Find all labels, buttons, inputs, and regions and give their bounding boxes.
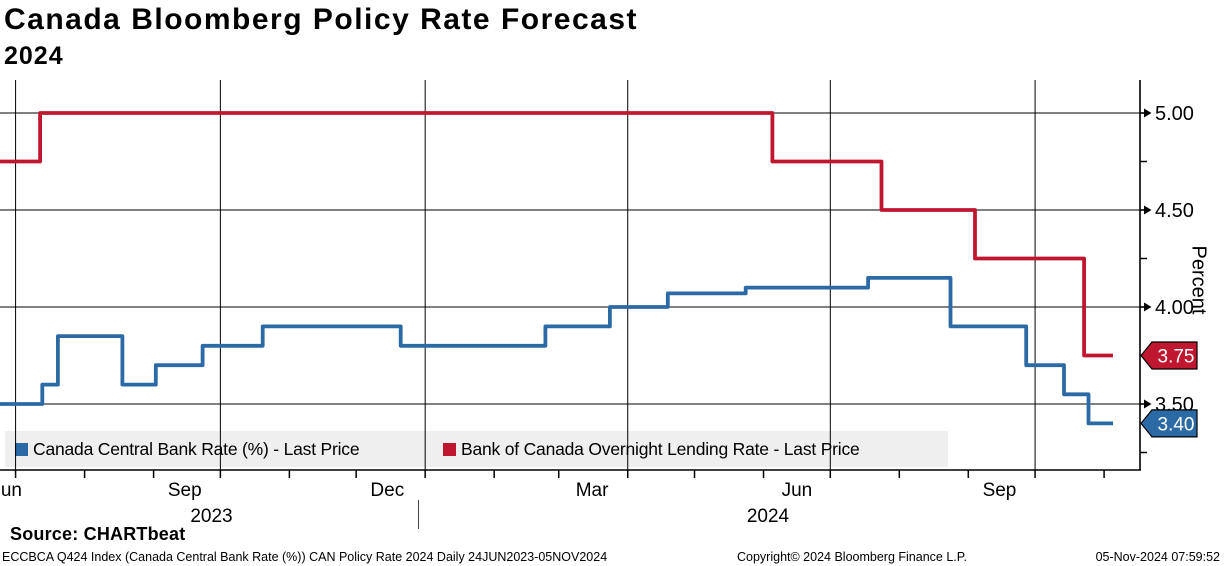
last-price-badge-1 [1140, 341, 1198, 370]
x-axis-labels: Jun Sep Dec Mar Jun Sep 2023 2024 [0, 480, 1016, 529]
x-month-label: Jun [0, 480, 22, 501]
legend-label: Bank of Canada Overnight Lending Rate - … [461, 438, 860, 459]
x-month-label: Sep [168, 480, 202, 501]
last-price-badge-label: 3.75 [1158, 347, 1195, 368]
x-month-label: Mar [576, 480, 609, 501]
last-price-badges: 3.40 3.75 [1140, 341, 1198, 438]
gridlines [0, 80, 1140, 470]
axes: 5.004.504.003.50 [0, 80, 1194, 478]
last-price-badge-label: 3.40 [1158, 414, 1195, 435]
legend: Canada Central Bank Rate (%) - Last Pric… [5, 431, 948, 467]
source-line: Source: CHARTbeat [10, 524, 186, 544]
x-year-label: 2023 [190, 506, 232, 527]
legend-label: Canada Central Bank Rate (%) - Last Pric… [33, 438, 360, 459]
series-lines [0, 111, 1113, 426]
series-line-0 [0, 276, 1113, 426]
x-month-label: Jun [782, 480, 813, 501]
page-title: Canada Bloomberg Policy Rate Forecast [4, 3, 638, 36]
footnote-index-description: ECCBCA Q424 Index (Canada Central Bank R… [2, 550, 608, 564]
legend-item-central-bank-rate: Canada Central Bank Rate (%) - Last Pric… [15, 431, 360, 467]
x-year-label: 2024 [747, 506, 790, 527]
footnote-copyright: Copyright© 2024 Bloomberg Finance L.P. [737, 550, 967, 564]
y-axis-title: Percent [1187, 245, 1210, 315]
y-tick-label: 4.50 [1155, 200, 1194, 222]
x-month-label: Sep [983, 480, 1017, 501]
footnote-timestamp: 05-Nov-2024 07:59:52 [1095, 550, 1220, 564]
legend-swatch-red-icon [443, 442, 456, 456]
last-price-badge-0 [1140, 409, 1198, 438]
y-tick-label: 5.00 [1155, 103, 1194, 125]
legend-swatch-blue-icon [15, 442, 28, 456]
x-month-label: Dec [370, 480, 404, 501]
series-line-1 [0, 111, 1113, 358]
page-subtitle: 2024 [4, 42, 64, 70]
y-tick-label: 3.50 [1155, 394, 1194, 416]
legend-item-overnight-rate: Bank of Canada Overnight Lending Rate - … [443, 431, 860, 467]
